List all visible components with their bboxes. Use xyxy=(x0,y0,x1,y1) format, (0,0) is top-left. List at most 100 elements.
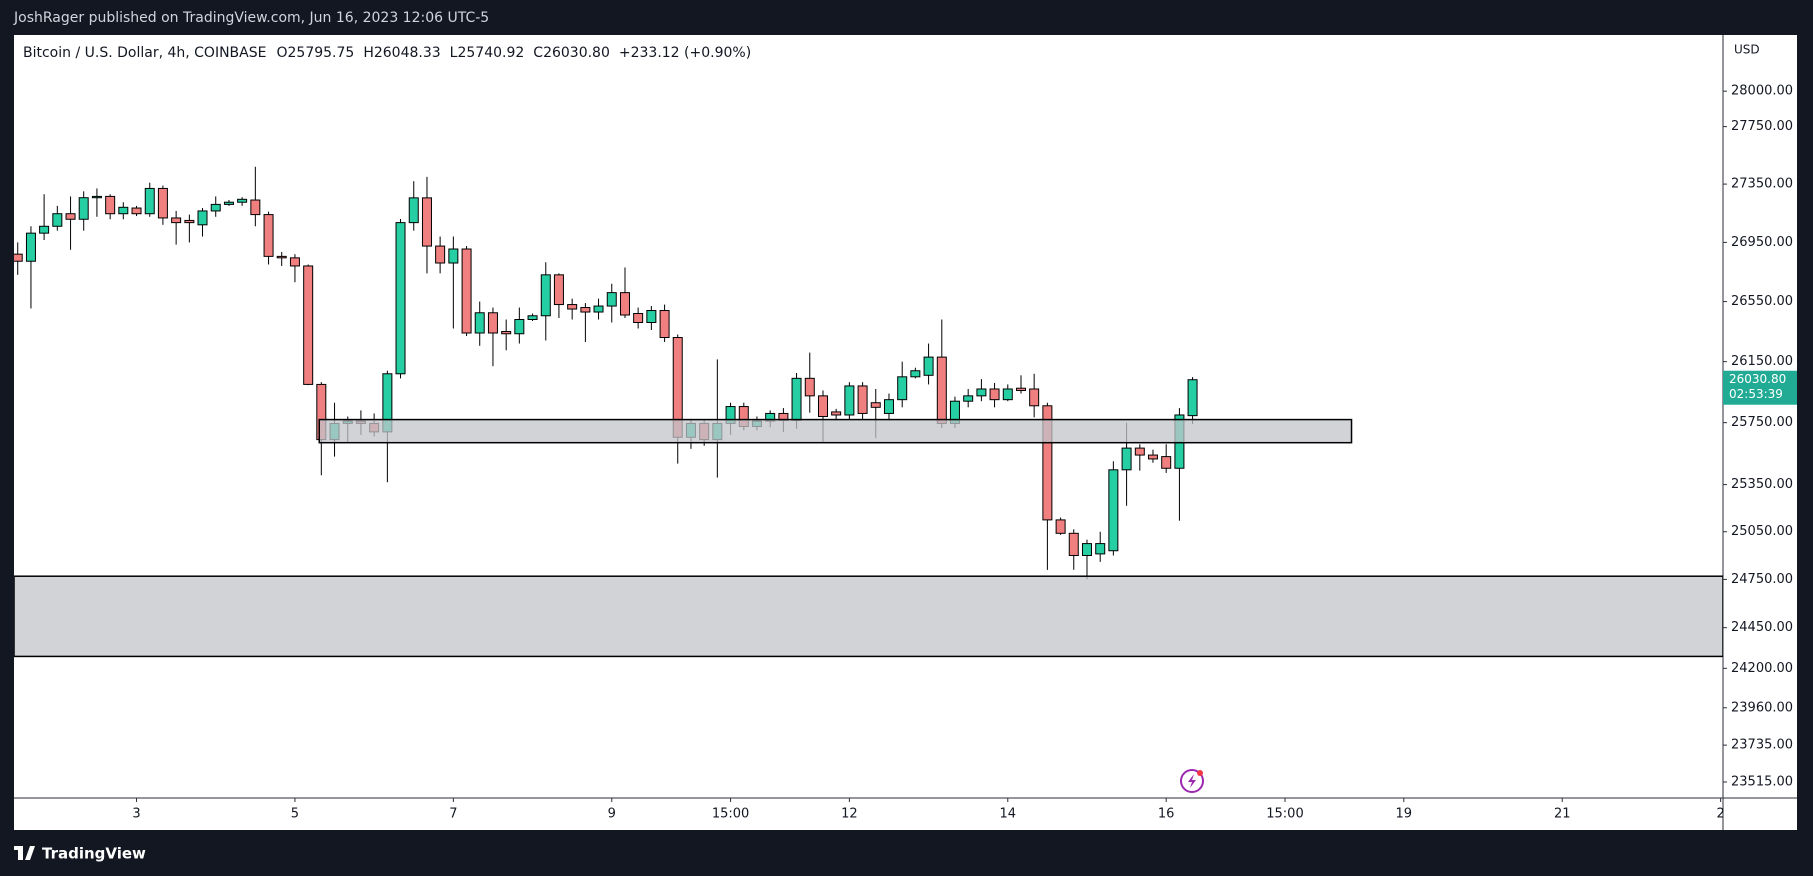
candle-body xyxy=(197,210,208,226)
logo-mark xyxy=(14,846,35,860)
candle-body xyxy=(118,206,129,215)
x-tick-label: 3 xyxy=(132,807,140,822)
candle-body xyxy=(844,385,855,416)
candle-body xyxy=(1002,388,1013,401)
candle-body xyxy=(276,255,287,259)
candle-body xyxy=(408,197,419,224)
candle-body xyxy=(52,213,63,227)
candle-body xyxy=(831,411,842,416)
y-tick-label: 27350.00 xyxy=(1731,177,1793,192)
candle-body xyxy=(263,214,274,257)
candle-body xyxy=(567,304,578,310)
candle-body xyxy=(633,313,644,323)
candle-body xyxy=(870,402,881,408)
candle-body xyxy=(659,310,670,339)
candle-body xyxy=(210,203,221,212)
candle-body xyxy=(804,377,815,397)
candle-body xyxy=(593,305,604,313)
candle-body xyxy=(1187,379,1198,417)
candle-body xyxy=(1108,469,1119,552)
candle-body xyxy=(39,225,50,234)
candle-body xyxy=(910,370,921,378)
alert-dot[interactable] xyxy=(1197,770,1203,776)
candle-body xyxy=(289,257,300,267)
candle-body xyxy=(435,245,446,264)
candle-body xyxy=(131,207,142,215)
candle-body xyxy=(78,197,89,220)
candle-body xyxy=(857,385,868,414)
y-tick-label: 23515.00 xyxy=(1731,774,1793,789)
last-price-label: 26030.80 xyxy=(1729,372,1786,386)
candle-body xyxy=(1134,447,1145,456)
candle-body xyxy=(619,292,630,316)
candle-body xyxy=(1121,447,1132,471)
candle-body xyxy=(1081,543,1092,556)
y-tick-label: 24750.00 xyxy=(1731,572,1793,587)
candle-body xyxy=(989,388,1000,401)
candle-body xyxy=(250,199,261,216)
candle-body xyxy=(1016,387,1027,392)
candle-body xyxy=(580,307,591,313)
publisher-line: JoshRager published on TradingView.com, … xyxy=(13,10,489,26)
ohlc-key: H xyxy=(363,45,374,61)
y-tick-label: 23735.00 xyxy=(1731,738,1793,753)
candle-body xyxy=(105,195,116,215)
alert-bolt[interactable] xyxy=(1188,774,1196,788)
x-tick-label: 16 xyxy=(1158,807,1175,822)
countdown-label: 02:53:39 xyxy=(1729,387,1783,401)
candle-body xyxy=(421,197,432,247)
price-zone xyxy=(14,575,1723,658)
candle-body xyxy=(553,274,564,306)
y-tick-label: 26950.00 xyxy=(1731,235,1793,250)
plot-area xyxy=(14,166,1723,658)
ohlc-key: L xyxy=(450,45,458,61)
candle-body xyxy=(461,248,472,334)
ohlc-value: 26030.80 xyxy=(543,45,610,61)
y-tick-label: 24200.00 xyxy=(1731,661,1793,676)
candle-body xyxy=(184,219,195,224)
alert-icon[interactable] xyxy=(1180,769,1204,793)
candle-body xyxy=(303,265,314,385)
candle-body xyxy=(923,356,934,376)
candle-body xyxy=(963,395,974,402)
candle-body xyxy=(1068,532,1079,556)
alert-ring[interactable] xyxy=(1180,769,1204,793)
candle-body xyxy=(144,187,155,215)
x-tick-label: 5 xyxy=(291,807,299,822)
candle-body xyxy=(14,253,23,262)
y-tick-label: 28000.00 xyxy=(1731,84,1793,99)
candle-body xyxy=(936,356,947,424)
candle-body xyxy=(474,312,485,334)
y-tick-label: 25750.00 xyxy=(1731,415,1793,430)
candle-body xyxy=(791,377,802,421)
ohlc-value: 25740.92 xyxy=(457,45,524,61)
candle-body xyxy=(487,312,498,334)
candle-body xyxy=(1161,456,1172,469)
candle-body xyxy=(223,201,234,205)
y-tick-label: 25050.00 xyxy=(1731,524,1793,539)
candle-body xyxy=(897,376,908,401)
candle-body xyxy=(171,217,182,224)
candle-body xyxy=(91,195,102,199)
candle-body xyxy=(606,292,617,307)
candle-body xyxy=(237,198,248,203)
candle-body xyxy=(817,395,828,418)
x-tick-label: 21 xyxy=(1554,807,1571,822)
candle-body xyxy=(514,319,525,335)
candle-body xyxy=(501,330,512,335)
x-tick-label: 19 xyxy=(1396,807,1413,822)
last-price-box xyxy=(1723,370,1797,405)
candle-body xyxy=(1029,388,1040,407)
y-tick-label: 25350.00 xyxy=(1731,477,1793,492)
brand-logo xyxy=(14,846,35,860)
currency-label: USD xyxy=(1734,43,1760,57)
candle-body xyxy=(65,213,76,220)
x-tick-label: 15:00 xyxy=(712,807,749,822)
x-tick-label: 7 xyxy=(449,807,457,822)
y-tick-label: 27750.00 xyxy=(1731,119,1793,134)
candle-body xyxy=(646,310,657,323)
candle-body xyxy=(540,274,551,317)
symbol-legend: Bitcoin / U.S. Dollar, 4h, COINBASE O2579… xyxy=(23,45,751,61)
